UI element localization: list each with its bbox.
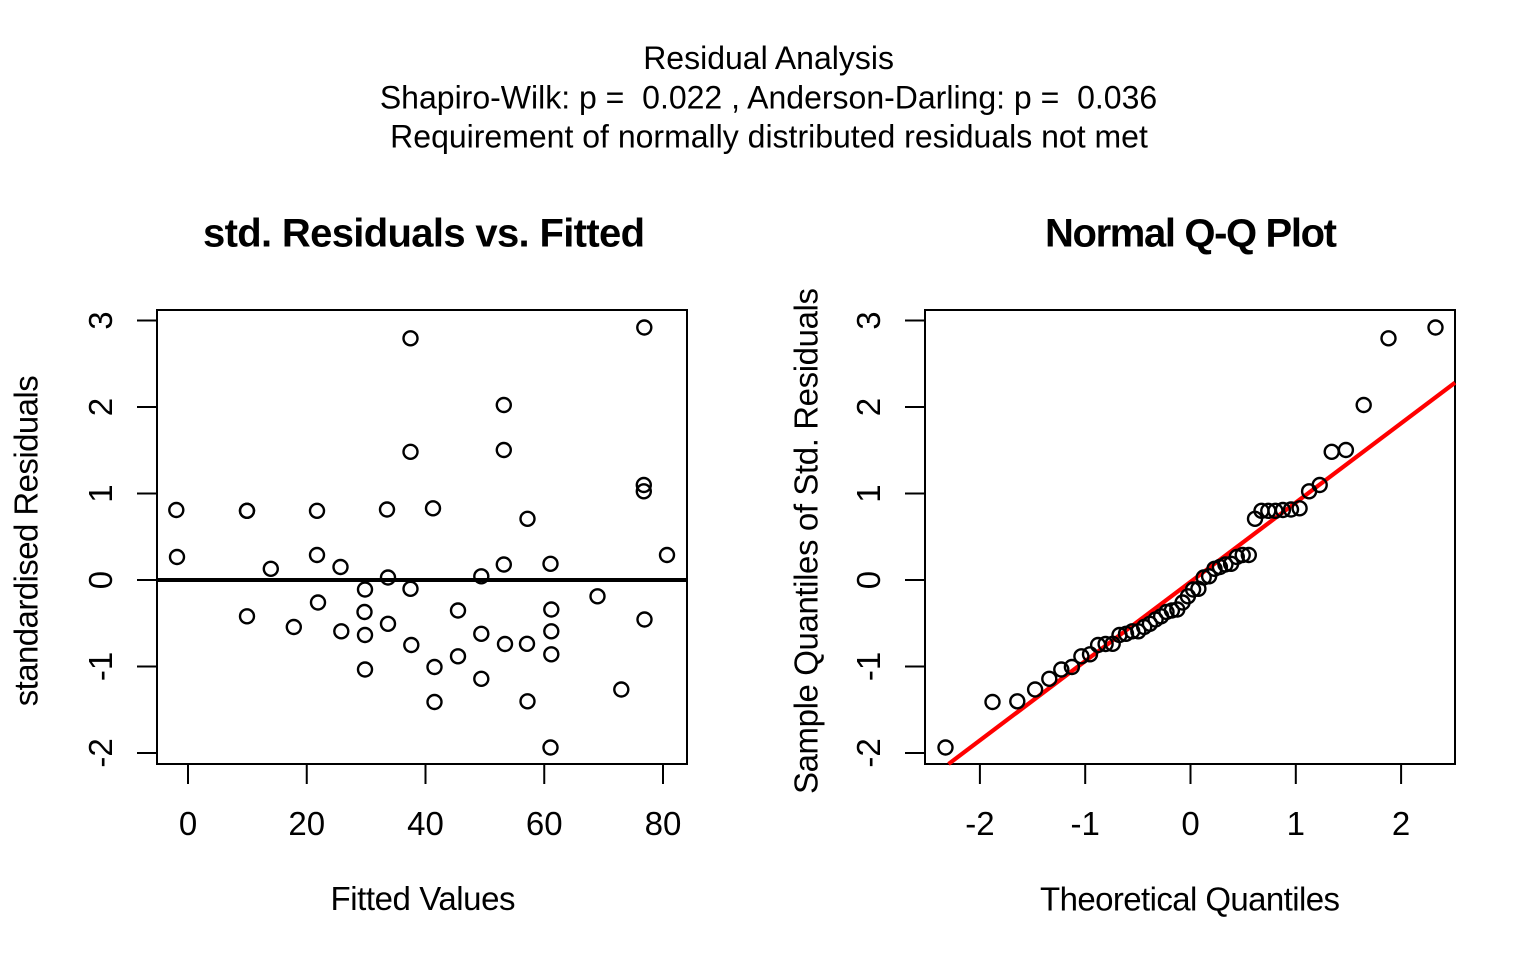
svg-text:Normal Q-Q Plot: Normal Q-Q Plot xyxy=(1045,211,1337,255)
svg-text:80: 80 xyxy=(645,805,682,842)
svg-text:Shapiro-Wilk: p = 0.022 , And: Shapiro-Wilk: p = 0.022 , Anderson-Darli… xyxy=(380,80,1157,116)
svg-text:1: 1 xyxy=(850,484,887,502)
svg-text:Requirement of normally distri: Requirement of normally distributed resi… xyxy=(390,119,1148,155)
svg-text:20: 20 xyxy=(288,805,325,842)
svg-text:2: 2 xyxy=(1392,805,1410,842)
svg-text:Theoretical Quantiles: Theoretical Quantiles xyxy=(1040,880,1340,917)
svg-text:standardised Residuals: standardised Residuals xyxy=(8,375,45,706)
svg-text:0: 0 xyxy=(850,571,887,589)
svg-text:-1: -1 xyxy=(1071,805,1100,842)
svg-text:0: 0 xyxy=(82,571,119,589)
svg-text:-2: -2 xyxy=(850,738,887,767)
svg-text:Fitted Values: Fitted Values xyxy=(331,880,516,917)
svg-text:-1: -1 xyxy=(850,652,887,681)
svg-text:1: 1 xyxy=(82,484,119,502)
svg-text:0: 0 xyxy=(179,805,197,842)
svg-text:1: 1 xyxy=(1287,805,1305,842)
svg-text:3: 3 xyxy=(850,311,887,329)
svg-text:Residual Analysis: Residual Analysis xyxy=(643,40,894,76)
svg-text:-1: -1 xyxy=(82,652,119,681)
svg-text:60: 60 xyxy=(526,805,563,842)
svg-text:-2: -2 xyxy=(82,738,119,767)
svg-text:2: 2 xyxy=(850,398,887,416)
svg-text:-2: -2 xyxy=(965,805,994,842)
svg-text:3: 3 xyxy=(82,311,119,329)
svg-text:0: 0 xyxy=(1181,805,1199,842)
svg-text:Sample Quantiles of Std. Resid: Sample Quantiles of Std. Residuals xyxy=(788,288,825,794)
svg-text:2: 2 xyxy=(82,398,119,416)
svg-text:40: 40 xyxy=(407,805,444,842)
svg-text:std. Residuals vs. Fitted: std. Residuals vs. Fitted xyxy=(203,211,645,255)
